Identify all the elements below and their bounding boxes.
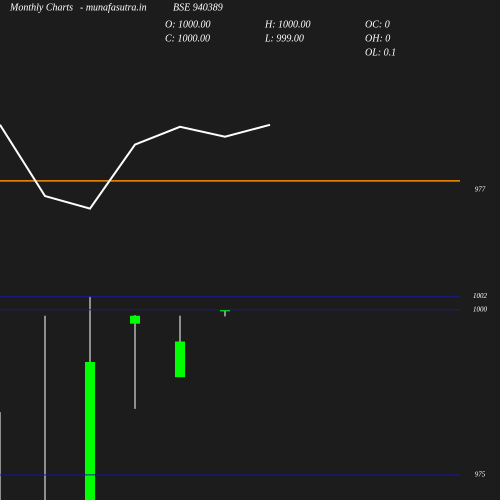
y-tick-label: 975 — [475, 471, 486, 479]
low-label: L: 999.00 — [264, 33, 304, 44]
high-label: H: 1000.00 — [264, 19, 311, 30]
y-tick-label: 1000 — [473, 305, 488, 313]
candle-body — [220, 309, 230, 312]
candle-body — [175, 341, 185, 378]
oc-label: OC: 0 — [365, 19, 390, 30]
candle-area — [0, 295, 230, 500]
site-label: - munafasutra.in — [80, 2, 147, 13]
symbol-label: BSE 940389 — [173, 2, 223, 13]
candle-body — [130, 315, 140, 324]
close-label: C: 1000.00 — [165, 33, 210, 44]
open-label: O: 1000.00 — [165, 19, 211, 30]
y-tick-label: 977 — [475, 185, 486, 193]
oh-label: OH: 0 — [365, 33, 390, 44]
price-line — [0, 123, 271, 210]
chart-label: Monthly Charts — [9, 2, 73, 13]
y-tick-label: 1002 — [473, 292, 488, 300]
candle-body — [85, 361, 95, 500]
ol-label: OL: 0.1 — [365, 47, 396, 58]
